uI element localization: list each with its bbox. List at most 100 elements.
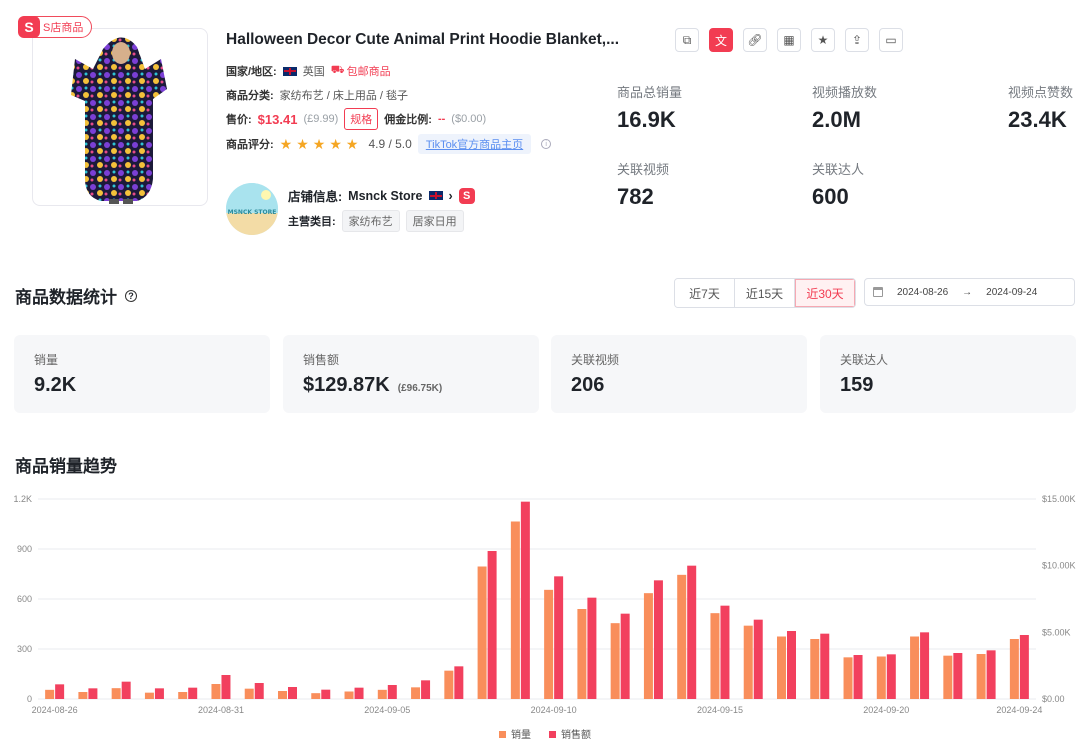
product-toolbar: ⧉ 文 🔗︎ ▦ ★ ⇪ ▭ <box>675 28 903 52</box>
video-likes-label: 视频点赞数 <box>1008 85 1074 100</box>
translate-icon[interactable]: 文 <box>709 28 733 52</box>
related-influencers-value: 600 <box>812 184 849 209</box>
shop-logo-icon: MSNCK STORE <box>226 183 278 235</box>
sales-bar <box>710 613 720 699</box>
uk-flag-icon <box>428 191 443 200</box>
revenue-bar <box>920 632 930 699</box>
price-label: 售价: <box>226 114 252 126</box>
legend-swatch-revenue <box>549 731 556 738</box>
y-left-tick-label: 0 <box>27 694 32 704</box>
y-right-tick-label: $5.00K <box>1042 627 1071 637</box>
star-icon[interactable]: ★ <box>811 28 835 52</box>
category-row: 商品分类: 家纺布艺 / 床上用品 / 毯子 <box>226 87 408 103</box>
sales-bar <box>377 689 387 699</box>
shop-name[interactable]: Msnck Store <box>348 188 423 203</box>
y-right-tick-label: $0.00 <box>1042 694 1065 704</box>
main-category-tag: 家纺布艺 <box>341 210 400 232</box>
main-category-label: 主营类目: <box>288 216 336 228</box>
x-tick-label: 2024-08-31 <box>198 705 244 715</box>
revenue-bar <box>421 680 431 699</box>
shop-avatar[interactable]: MSNCK STORE <box>226 183 278 235</box>
y-right-tick-label: $10.00K <box>1042 561 1076 571</box>
revenue-bar <box>886 654 896 699</box>
date-range-tabs: 近7天 近15天 近30天 <box>674 278 856 308</box>
video-views-label: 视频播放数 <box>812 85 878 100</box>
revenue-bar <box>587 597 597 699</box>
sales-bar <box>510 521 520 699</box>
legend-label-sales: 销量 <box>511 728 531 741</box>
card-label: 销量 <box>34 353 59 367</box>
card-value: 159 <box>840 374 874 396</box>
qrcode-icon[interactable]: ▦ <box>777 28 801 52</box>
card-label: 关联视频 <box>571 353 620 367</box>
x-tick-label: 2024-09-20 <box>863 705 909 715</box>
sales-bar <box>278 691 287 699</box>
revenue-bar <box>454 666 464 699</box>
country-label: 国家/地区: <box>226 66 277 78</box>
revenue-bar <box>55 684 65 699</box>
sales-bar <box>344 691 354 699</box>
rating-value: 4.9 / 5.0 <box>368 137 412 151</box>
video-likes-value: 23.4K <box>1008 107 1067 132</box>
stat-card-sales: 销量 9.2K <box>14 335 270 413</box>
info-icon[interactable]: i <box>541 139 552 149</box>
revenue-bar <box>520 501 530 699</box>
svg-text:MSNCK STORE: MSNCK STORE <box>228 209 277 216</box>
country-value: 英国 <box>302 66 325 78</box>
sales-bar <box>743 625 753 699</box>
chevron-right-icon[interactable]: › <box>448 188 453 203</box>
product-title[interactable]: Halloween Decor Cute Animal Print Hoodie… <box>226 31 620 48</box>
stat-card-revenue: 销售额 $129.87K (£96.75K) <box>283 335 539 413</box>
price-value: $13.41 <box>257 111 298 127</box>
range-30d-button[interactable]: 近30天 <box>795 279 855 307</box>
copy-icon[interactable]: ⧉ <box>675 28 699 52</box>
sales-bar <box>311 693 321 699</box>
video-views-value: 2.0M <box>812 107 861 132</box>
legend-label-revenue: 销售额 <box>561 728 591 741</box>
card-label: 销售额 <box>303 353 340 367</box>
tiktok-product-link[interactable]: TikTok官方商品主页 <box>417 134 532 154</box>
y-left-tick-label: 1.2K <box>13 494 32 504</box>
sales-bar <box>876 656 886 699</box>
spec-button[interactable]: 规格 <box>344 108 379 130</box>
sales-bar <box>943 655 953 699</box>
stat-card-videos: 关联视频 206 <box>551 335 807 413</box>
category-value: 家纺布艺 / 床上用品 / 毯子 <box>279 90 409 102</box>
commission-amount: ($0.00) <box>451 113 487 125</box>
hoodie-blanket-image <box>71 37 167 204</box>
product-image[interactable] <box>32 28 208 206</box>
commission-value: -- <box>437 113 446 125</box>
sales-bar <box>976 654 986 699</box>
related-influencers-label: 关联达人 <box>812 162 865 177</box>
total-sales-label: 商品总销量 <box>617 85 683 100</box>
revenue-bar <box>254 683 264 699</box>
commission-label: 佣金比例: <box>384 114 432 126</box>
range-15d-button[interactable]: 近15天 <box>735 279 795 307</box>
x-tick-label: 2024-09-05 <box>364 705 410 715</box>
link-icon[interactable]: 🔗︎ <box>743 28 767 52</box>
range-7d-button[interactable]: 近7天 <box>675 279 735 307</box>
x-tick-label: 2024-09-15 <box>697 705 743 715</box>
stat-card-influencers: 关联达人 159 <box>820 335 1076 413</box>
x-tick-label: 2024-08-26 <box>32 705 78 715</box>
help-icon[interactable]: ? <box>125 289 137 302</box>
sales-bar <box>111 688 121 699</box>
date-end[interactable]: 2024-09-24 <box>986 286 1038 298</box>
revenue-bar <box>321 689 331 699</box>
y-left-tick-label: 300 <box>17 644 32 654</box>
sales-bar <box>1009 639 1019 699</box>
data-section-title: 商品数据统计 ? <box>15 283 137 308</box>
arrow-right-icon: → <box>962 286 973 298</box>
x-tick-label: 2024-09-24 <box>996 705 1042 715</box>
date-range-picker[interactable]: 2024-08-26 → 2024-09-24 <box>864 278 1075 306</box>
upload-icon[interactable]: ⇪ <box>845 28 869 52</box>
monitor-icon[interactable]: ▭ <box>879 28 903 52</box>
revenue-bar <box>154 688 164 699</box>
date-start[interactable]: 2024-08-26 <box>897 286 949 298</box>
card-value: 9.2K <box>34 374 77 396</box>
sales-bar <box>244 688 254 699</box>
price-local-value: (£9.99) <box>303 113 339 125</box>
store-badge-label: S店商品 <box>43 22 84 34</box>
revenue-bar <box>687 565 697 699</box>
sales-bar <box>843 657 853 699</box>
